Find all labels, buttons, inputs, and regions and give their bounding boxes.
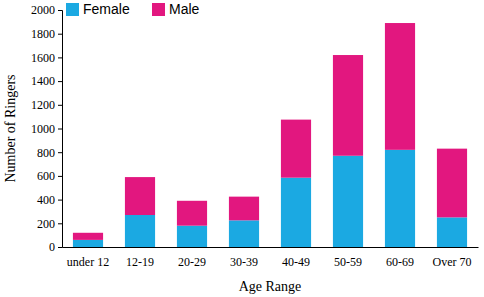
bar (177, 201, 207, 226)
bar (125, 177, 155, 215)
bar (281, 178, 311, 247)
x-tick-label: 30-39 (230, 255, 258, 269)
x-tick: under 12 (67, 247, 109, 269)
bar (281, 120, 311, 178)
bar (177, 226, 207, 247)
y-tick-label: 1800 (31, 27, 55, 41)
y-tick-mark (58, 129, 62, 130)
bar (229, 220, 259, 247)
x-axis: under 12 12-19 20-29 30-39 40-49 50-59 60-69 Ov… (63, 247, 479, 269)
y-tick-label: 0 (49, 240, 55, 254)
legend-label: Female (83, 1, 130, 17)
plot: 0 200 400 600 800 1000 1200 1400 1600 1800 2000 und… (31, 3, 479, 268)
y-tick: 600 (37, 169, 62, 183)
legend-swatch (66, 3, 79, 16)
series (73, 150, 467, 247)
y-tick: 2000 (31, 3, 62, 17)
x-tick: 50-59 (334, 247, 362, 269)
y-tick-mark (58, 176, 62, 177)
y-tick: 1200 (31, 98, 62, 112)
bar (229, 197, 259, 221)
x-tick-label: 20-29 (178, 255, 206, 269)
y-tick: 1800 (31, 27, 62, 41)
y-tick-label: 200 (37, 217, 55, 231)
bar (125, 215, 155, 247)
y-tick: 0 (49, 240, 62, 254)
bars (73, 23, 467, 247)
x-tick: 40-49 (282, 247, 310, 269)
x-tick: Over 70 (433, 247, 472, 269)
y-tick-mark (58, 105, 62, 106)
x-tick: 60-69 (386, 247, 414, 269)
y-tick-label: 400 (37, 193, 55, 207)
x-axis-line (63, 247, 479, 248)
x-tick: 20-29 (178, 247, 206, 269)
y-tick: 1000 (31, 122, 62, 136)
legend-item: Male (152, 1, 200, 17)
x-tick-label: 60-69 (386, 255, 414, 269)
x-tick: 30-39 (230, 247, 258, 269)
bar (437, 217, 467, 247)
y-tick-mark (58, 57, 62, 58)
y-tick-mark (58, 152, 62, 153)
y-tick-label: 1200 (31, 98, 55, 112)
x-tick-label: under 12 (67, 255, 109, 269)
y-tick-label: 2000 (31, 3, 55, 17)
y-tick-label: 1400 (31, 74, 55, 88)
bar (73, 240, 103, 247)
y-tick: 1600 (31, 51, 62, 65)
x-tick-label: 50-59 (334, 255, 362, 269)
bar (385, 150, 415, 247)
y-tick-mark (58, 200, 62, 201)
y-tick-mark (58, 34, 62, 35)
y-tick: 800 (37, 146, 62, 160)
bar (333, 156, 363, 247)
x-axis-title: Age Range (239, 279, 302, 294)
legend-swatch (152, 3, 165, 16)
x-tick-label: 12-19 (126, 255, 154, 269)
y-tick-mark (58, 10, 62, 11)
legend-label: Male (169, 1, 200, 17)
x-tick: 12-19 (126, 247, 154, 269)
y-tick: 400 (37, 193, 62, 207)
y-tick: 1400 (31, 74, 62, 88)
y-axis-title: Number of Ringers (3, 74, 18, 182)
chart: 0 200 400 600 800 1000 1200 1400 1600 1800 2000 und… (0, 0, 484, 297)
bar (73, 233, 103, 240)
x-tick-label: 40-49 (282, 255, 310, 269)
y-tick-label: 600 (37, 169, 55, 183)
y-tick-label: 1000 (31, 122, 55, 136)
y-axis: 0 200 400 600 800 1000 1200 1400 1600 1800 2000 (31, 3, 63, 254)
y-axis-line (58, 11, 63, 248)
y-tick: 200 (37, 217, 62, 231)
x-tick-label: Over 70 (433, 255, 472, 269)
y-tick-label: 800 (37, 146, 55, 160)
legend-item: Female (66, 1, 130, 17)
series (73, 23, 467, 240)
bar (437, 149, 467, 218)
y-tick-mark (58, 247, 62, 248)
y-tick-mark (58, 81, 62, 82)
legend: Female Male (66, 1, 200, 17)
y-tick-mark (58, 223, 62, 224)
y-tick-label: 1600 (31, 51, 55, 65)
bar (333, 55, 363, 156)
bar (385, 23, 415, 150)
